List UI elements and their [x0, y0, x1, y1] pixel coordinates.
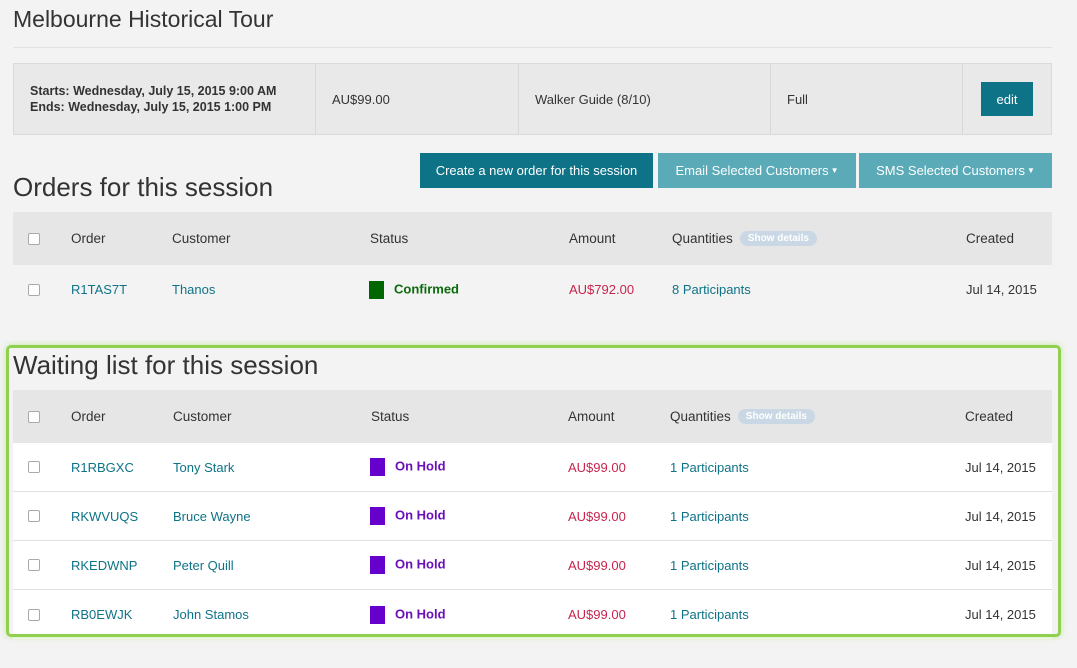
- header-customer: Customer: [172, 231, 231, 246]
- waiting-section-title: Waiting list for this session: [13, 350, 319, 380]
- row-checkbox[interactable]: [28, 559, 40, 571]
- header-quantities-label: Quantities: [670, 408, 731, 424]
- row-checkbox[interactable]: [28, 283, 40, 296]
- select-all-checkbox[interactable]: [28, 410, 40, 423]
- table-row[interactable]: RKWVUQS Bruce Wayne On Hold AU$99.00 1 P…: [13, 492, 1052, 541]
- row-checkbox[interactable]: [28, 608, 40, 621]
- header-order: Order: [71, 231, 106, 246]
- select-all-checkbox[interactable]: [28, 232, 40, 245]
- caret-down-icon: ▼: [1026, 166, 1035, 175]
- session-price: AU$99.00: [316, 64, 519, 134]
- show-details-button[interactable]: Show details: [739, 231, 817, 247]
- table-row[interactable]: RB0EWJK John Stamos On Hold AU$99.00 1 P…: [13, 590, 1052, 639]
- header-status: Status: [370, 231, 409, 246]
- header-amount: Amount: [568, 409, 615, 424]
- session-info-bar: Starts: Wednesday, July 15, 2015 9:00 AM…: [13, 63, 1052, 135]
- amount-value: AU$99.00: [568, 557, 626, 573]
- status-color-swatch: [370, 605, 385, 624]
- session-edit-cell: edit: [963, 64, 1051, 134]
- status-cell: On Hold: [370, 458, 446, 476]
- session-end: Ends: Wednesday, July 15, 2015 1:00 PM: [30, 100, 272, 114]
- amount-value: AU$99.00: [568, 607, 626, 622]
- created-date: Jul 14, 2015: [965, 557, 1036, 573]
- orders-table-header: Order Customer Status Amount Quantities S…: [13, 212, 1052, 265]
- amount-value: AU$792.00: [569, 282, 635, 297]
- quantities-link[interactable]: 1 Participants: [670, 508, 749, 524]
- session-guide: Walker Guide (8/10): [519, 64, 771, 134]
- status-badge: On Hold: [395, 605, 446, 621]
- edit-session-button[interactable]: edit: [981, 82, 1033, 116]
- create-order-button[interactable]: Create a new order for this session: [420, 153, 653, 188]
- header-quantities: Quantities Show details: [670, 409, 815, 425]
- quantities-link[interactable]: 1 Participants: [670, 459, 749, 475]
- title-divider: [13, 47, 1052, 48]
- status-cell: Confirmed: [369, 280, 459, 299]
- header-order: Order: [71, 409, 106, 424]
- amount-value: AU$99.00: [568, 459, 626, 475]
- status-color-swatch: [370, 458, 385, 476]
- quantities-link[interactable]: 8 Participants: [672, 282, 751, 297]
- header-created: Created: [965, 409, 1014, 424]
- quantities-link[interactable]: 1 Participants: [670, 557, 749, 573]
- caret-down-icon: ▼: [830, 166, 839, 175]
- email-customers-label: Email Selected Customers: [675, 163, 829, 178]
- order-id-link[interactable]: RB0EWJK: [71, 607, 133, 622]
- session-availability: Full: [771, 64, 963, 134]
- email-customers-dropdown[interactable]: Email Selected Customers ▼: [658, 153, 856, 188]
- status-badge: On Hold: [395, 556, 446, 572]
- status-color-swatch: [370, 507, 385, 525]
- customer-link[interactable]: Bruce Wayne: [173, 508, 251, 524]
- session-start: Starts: Wednesday, July 15, 2015 9:00 AM: [30, 84, 277, 98]
- order-id-link[interactable]: RKEDWNP: [71, 557, 138, 573]
- header-created: Created: [966, 231, 1015, 246]
- orders-table: Order Customer Status Amount Quantities S…: [13, 212, 1052, 314]
- customer-link[interactable]: Tony Stark: [173, 459, 235, 475]
- status-color-swatch: [370, 556, 385, 574]
- header-amount: Amount: [569, 231, 616, 246]
- table-row[interactable]: R1TAS7T Thanos Confirmed AU$792.00 8 Par…: [13, 265, 1052, 314]
- status-cell: On Hold: [370, 605, 446, 624]
- header-quantities: Quantities Show details: [672, 231, 817, 247]
- header-quantities-label: Quantities: [672, 230, 733, 246]
- amount-value: AU$99.00: [568, 508, 626, 524]
- order-id-link[interactable]: R1RBGXC: [71, 459, 134, 475]
- waiting-list-table: Order Customer Status Amount Quantities S…: [13, 390, 1052, 639]
- created-date: Jul 14, 2015: [965, 607, 1036, 622]
- quantities-link[interactable]: 1 Participants: [670, 607, 749, 622]
- sms-customers-dropdown[interactable]: SMS Selected Customers ▼: [859, 153, 1052, 188]
- order-id-link[interactable]: RKWVUQS: [71, 508, 139, 524]
- created-date: Jul 14, 2015: [966, 282, 1037, 297]
- row-checkbox[interactable]: [28, 510, 40, 522]
- table-row[interactable]: R1RBGXC Tony Stark On Hold AU$99.00 1 Pa…: [13, 443, 1052, 492]
- sms-customers-label: SMS Selected Customers: [876, 163, 1025, 178]
- created-date: Jul 14, 2015: [965, 459, 1036, 475]
- orders-section-title: Orders for this session: [13, 172, 274, 202]
- status-color-swatch: [369, 280, 384, 299]
- waiting-table-header: Order Customer Status Amount Quantities S…: [13, 390, 1052, 443]
- row-checkbox[interactable]: [28, 461, 40, 473]
- customer-link[interactable]: John Stamos: [173, 607, 249, 622]
- status-badge: On Hold: [395, 507, 446, 523]
- created-date: Jul 14, 2015: [965, 508, 1036, 524]
- page-title: Melbourne Historical Tour: [13, 6, 274, 32]
- status-badge: Confirmed: [394, 280, 459, 296]
- header-customer: Customer: [173, 409, 232, 424]
- customer-link[interactable]: Thanos: [172, 282, 216, 297]
- status-badge: On Hold: [395, 458, 446, 474]
- status-cell: On Hold: [370, 556, 446, 574]
- status-cell: On Hold: [370, 507, 446, 525]
- customer-link[interactable]: Peter Quill: [173, 557, 234, 573]
- table-row[interactable]: RKEDWNP Peter Quill On Hold AU$99.00 1 P…: [13, 541, 1052, 590]
- show-details-button[interactable]: Show details: [737, 409, 815, 425]
- order-id-link[interactable]: R1TAS7T: [71, 282, 128, 297]
- session-times: Starts: Wednesday, July 15, 2015 9:00 AM…: [14, 64, 316, 134]
- header-status: Status: [371, 409, 410, 424]
